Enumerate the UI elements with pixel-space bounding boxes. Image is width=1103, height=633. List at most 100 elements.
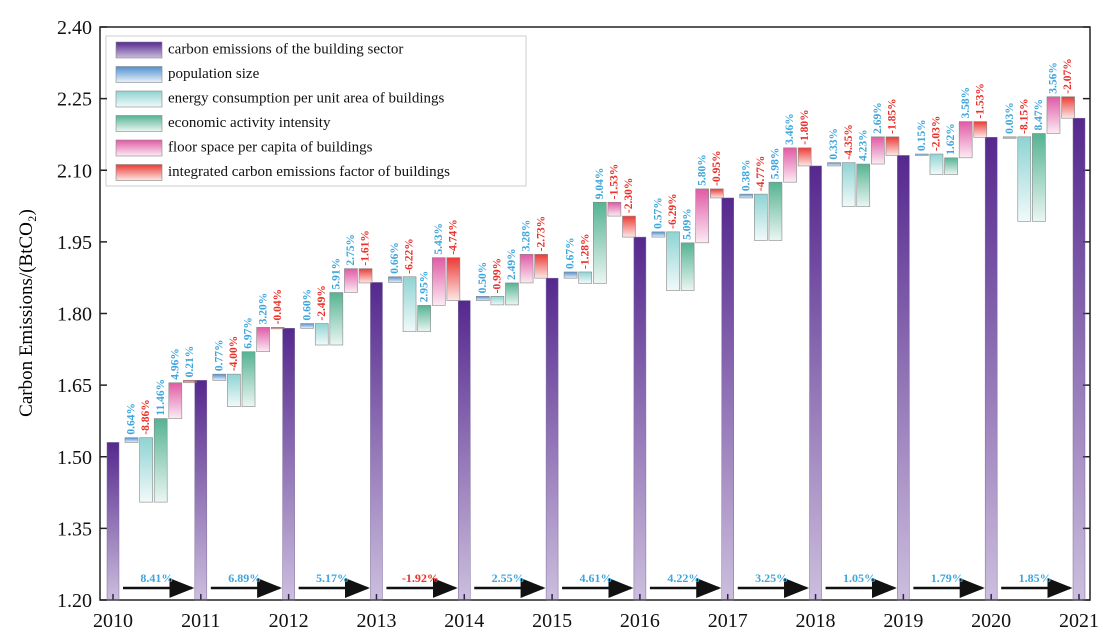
y-tick-label: 1.80: [57, 304, 92, 326]
value-label: 5.80%: [696, 154, 708, 186]
factor-bar: [563, 271, 578, 279]
factor-bar: [783, 147, 797, 183]
value-label: -6.22%: [404, 238, 416, 273]
value-label: 8.47%: [1033, 99, 1045, 131]
factor-bar: [929, 153, 944, 175]
y-tick-label: 2.25: [57, 89, 92, 111]
factor-bar: [666, 231, 680, 291]
factor-bar: [358, 268, 373, 284]
value-label: 3.20%: [257, 293, 269, 325]
factor-bar: [168, 382, 183, 419]
value-label: -8.15%: [1018, 98, 1030, 133]
value-label: -0.04%: [272, 289, 284, 324]
factor-bar: [1032, 133, 1046, 222]
factor-bar: [124, 437, 139, 443]
factor-bar: [534, 253, 548, 279]
value-label: 4.96%: [169, 348, 181, 380]
x-tick-label: 2011: [181, 610, 220, 632]
factor-bar: [797, 147, 812, 167]
value-label: 0.66%: [389, 242, 401, 274]
growth-label: 5.17%: [316, 571, 349, 585]
value-label: -8.86%: [140, 399, 152, 434]
factor-bar: [314, 323, 329, 346]
legend-swatch: [115, 139, 163, 157]
growth-label: 1.05%: [843, 571, 876, 585]
value-label: 5.43%: [433, 223, 445, 255]
factor-bar: [183, 380, 197, 384]
factor-bar: [139, 437, 153, 503]
growth-label: 2.55%: [492, 571, 525, 585]
x-tick-label: 2015: [532, 610, 572, 632]
factor-bar: [944, 157, 958, 175]
factor-bar: [329, 292, 344, 346]
legend-label: floor space per capita of buildings: [168, 139, 373, 155]
value-label: 0.15%: [916, 119, 928, 151]
factor-bar: [871, 136, 885, 165]
factor-bar: [241, 351, 256, 407]
factor-bar: [1046, 96, 1061, 134]
value-label: 5.98%: [770, 148, 782, 180]
emission-bar: [106, 442, 120, 601]
emission-bar: [1072, 117, 1086, 601]
growth-label: -1.92%: [402, 571, 439, 585]
value-label: 0.60%: [301, 289, 313, 321]
legend-box: [105, 35, 527, 187]
x-tick-label: 2020: [971, 610, 1011, 632]
value-label: 0.57%: [653, 197, 665, 229]
value-label: 4.23%: [857, 129, 869, 161]
factor-bar: [505, 282, 519, 306]
factor-bar: [754, 193, 768, 241]
value-label: 0.03%: [1004, 102, 1016, 134]
y-tick-label: 1.65: [57, 375, 92, 397]
value-label: 5.09%: [682, 208, 694, 240]
legend-label: population size: [168, 66, 260, 82]
value-label: -1.85%: [887, 98, 899, 133]
legend-label: integrated carbon emissions factor of bu…: [168, 164, 450, 180]
value-label: -1.53%: [609, 164, 621, 199]
value-label: -2.49%: [316, 285, 328, 320]
value-label: 9.04%: [594, 168, 606, 200]
value-label: -4.77%: [755, 156, 767, 191]
x-tick-label: 2017: [708, 610, 748, 632]
factor-bar: [300, 323, 314, 329]
emission-bar: [633, 236, 647, 601]
growth-label: 4.22%: [667, 571, 700, 585]
factor-bar: [417, 305, 431, 332]
factor-bar: [768, 181, 783, 241]
factor-bar: [856, 163, 871, 207]
factor-bar: [519, 253, 534, 284]
legend-label: energy consumption per unit area of buil…: [168, 90, 444, 106]
factor-bar: [915, 153, 929, 156]
factor-bar: [973, 121, 988, 138]
factor-bar: [592, 201, 607, 284]
y-axis-label: Carbon Emissions/(BtCO₂): [16, 209, 37, 417]
value-label: -2.73%: [535, 216, 547, 251]
value-label: -2.30%: [623, 178, 635, 213]
value-label: 11.46%: [155, 379, 167, 416]
value-label: 0.21%: [184, 346, 196, 378]
emission-bar: [984, 137, 998, 601]
factor-bar: [212, 373, 227, 381]
factor-bar: [402, 276, 417, 332]
value-label: -1.80%: [799, 109, 811, 144]
value-label: 3.56%: [1048, 62, 1060, 94]
legend-swatch: [115, 164, 163, 181]
legend-swatch: [115, 41, 163, 59]
factor-bar: [344, 268, 358, 293]
y-tick-label: 1.20: [57, 590, 92, 612]
factor-bar: [1061, 96, 1075, 119]
growth-label: 6.89%: [228, 571, 261, 585]
x-tick-label: 2016: [620, 610, 660, 632]
y-tick-label: 2.10: [57, 160, 92, 182]
legend-label: economic activity intensity: [168, 115, 331, 131]
x-tick-label: 2014: [444, 610, 484, 632]
value-label: 6.97%: [243, 317, 255, 349]
value-label: -4.35%: [843, 124, 855, 159]
y-tick-label: 1.50: [57, 447, 92, 469]
factor-bar: [885, 136, 900, 156]
legend-swatch: [115, 66, 163, 83]
value-label: -2.03%: [931, 116, 943, 151]
value-label: 2.49%: [506, 248, 518, 280]
value-label: -1.28%: [579, 233, 591, 268]
growth-label: 1.85%: [1019, 571, 1052, 585]
